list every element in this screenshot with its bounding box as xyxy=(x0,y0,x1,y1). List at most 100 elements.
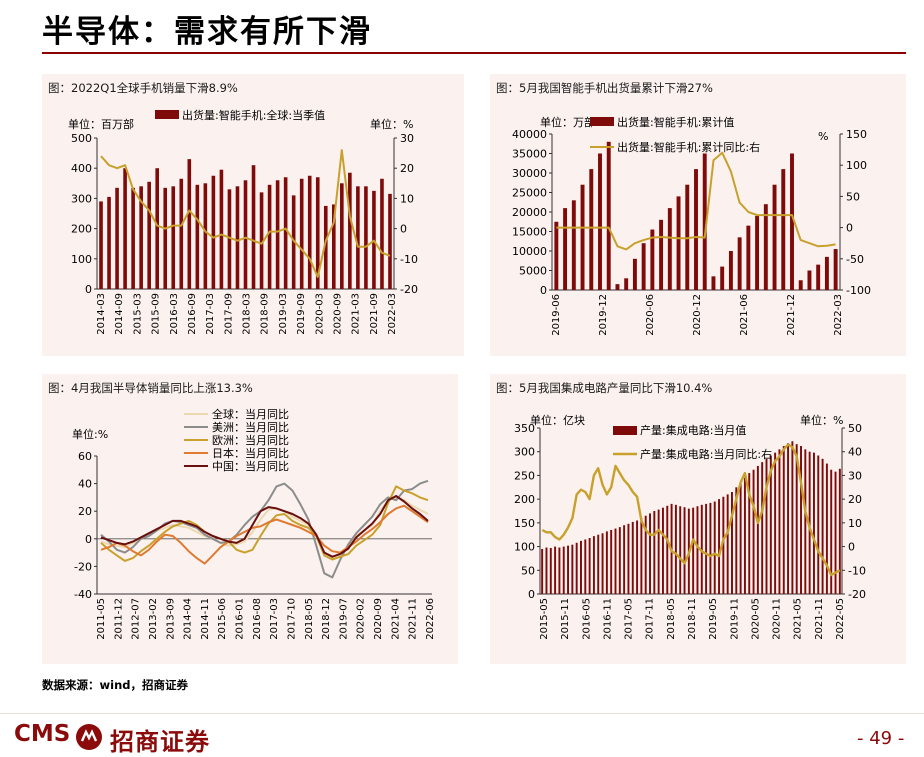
bar xyxy=(834,471,837,594)
bar xyxy=(219,169,224,289)
x-tick-label: 2020-09 xyxy=(373,598,384,640)
x-tick-label: 2020-11 xyxy=(772,598,783,640)
bar xyxy=(541,548,544,594)
y-left-tick-label: 100 xyxy=(71,253,92,266)
bar xyxy=(567,545,570,594)
page-number: - 49 - xyxy=(857,728,905,749)
bar xyxy=(674,504,677,594)
y-right-tick-label: -50 xyxy=(846,253,864,266)
chart-title: 图：2022Q1全球手机销量下滑8.9% xyxy=(48,81,238,95)
x-tick-label: 2017-10 xyxy=(286,598,297,640)
y-left-tick-label: 25000 xyxy=(512,187,547,200)
y-left-tick-label: 35000 xyxy=(512,148,547,161)
bar xyxy=(624,278,629,290)
bar xyxy=(606,141,611,290)
x-tick-label: 2018-03 xyxy=(242,293,253,335)
x-tick-label: 2021-11 xyxy=(408,598,419,640)
bar xyxy=(562,546,565,594)
bar xyxy=(348,172,352,289)
bar xyxy=(795,444,798,594)
chart-panel-ic-output: 图：5月我国集成电路产量同比下滑10.4% 0 50 100 150 200 250 300… xyxy=(490,374,906,664)
y-left-tick-label: 300 xyxy=(71,192,92,205)
y-left-tick-label: -20 xyxy=(74,560,92,573)
y-left-tick-label: 60 xyxy=(78,450,92,463)
bar xyxy=(728,251,733,290)
y-right-tick-label: -100 xyxy=(846,284,871,297)
y-right-tick-label: 150 xyxy=(846,128,867,141)
bar xyxy=(99,201,103,289)
bar xyxy=(601,533,604,594)
x-tick-label: 2020-03 xyxy=(314,293,325,335)
bar xyxy=(657,509,660,594)
x-tick-label: 2019-09 xyxy=(296,293,307,335)
y-left-tick-label: 20000 xyxy=(512,206,547,219)
x-tick-label: 2011-12 xyxy=(113,598,124,640)
bar xyxy=(718,499,721,594)
logo-mark-icon xyxy=(76,724,102,750)
bar xyxy=(147,181,151,289)
bar xyxy=(683,507,686,594)
bar xyxy=(554,221,559,290)
bar xyxy=(731,492,733,594)
x-tick-label: 2020-05 xyxy=(750,598,761,640)
bar xyxy=(649,513,651,594)
x-tick-label: 2014-03 xyxy=(96,293,107,335)
bar xyxy=(571,200,576,290)
bar xyxy=(107,196,111,289)
legend-label: 日本：当月同比 xyxy=(212,446,289,460)
bar xyxy=(307,175,312,289)
bar xyxy=(632,258,637,290)
y-left-tick-label: 100 xyxy=(514,541,535,554)
x-tick-label: 2016-03 xyxy=(169,293,180,335)
bar xyxy=(735,487,738,594)
bar xyxy=(696,506,699,594)
bar xyxy=(380,178,384,289)
bar xyxy=(597,534,600,594)
y-left-tick-label: 30000 xyxy=(512,167,547,180)
bar xyxy=(584,539,587,594)
x-tick-label: 2019-07 xyxy=(338,598,349,640)
bar xyxy=(545,547,548,594)
bar xyxy=(139,186,143,289)
x-tick-label: 2016-01 xyxy=(235,598,246,640)
bar xyxy=(163,187,168,289)
bar xyxy=(667,208,672,290)
y-right-tick-label: 50 xyxy=(846,190,860,203)
left-unit-label: 单位：百万部 xyxy=(68,117,134,131)
bar xyxy=(804,449,807,594)
y-right-tick-label: 100 xyxy=(846,159,867,172)
y-left-tick-label: 0 xyxy=(540,284,547,297)
series-line-yoy xyxy=(541,443,841,577)
bar xyxy=(830,469,833,594)
bar xyxy=(259,192,264,289)
x-tick-label: 2014-04 xyxy=(183,598,194,640)
x-tick-label: 2019-11 xyxy=(729,598,740,640)
x-tick-label: 2016-05 xyxy=(581,598,592,640)
bar xyxy=(726,494,729,594)
bar xyxy=(323,205,328,289)
bar xyxy=(791,441,794,594)
y-right-tick-label: -20 xyxy=(848,588,866,601)
legend-swatch-bar xyxy=(613,426,637,435)
bar xyxy=(709,502,712,594)
x-tick-label: 2017-03 xyxy=(205,293,216,335)
bar xyxy=(580,184,585,290)
bar xyxy=(592,536,595,594)
bar xyxy=(666,505,669,594)
series-line-欧洲 xyxy=(100,485,429,562)
legend-label: 美洲：当月同比 xyxy=(212,420,289,434)
title-rule xyxy=(42,52,906,54)
footer-rule xyxy=(0,713,924,714)
right-unit-label: 单位：% xyxy=(800,413,843,427)
x-tick-label: 2014-11 xyxy=(200,598,211,640)
bar xyxy=(291,195,296,289)
x-tick-label: 2016-09 xyxy=(187,293,198,335)
bar xyxy=(713,501,716,594)
legend-label: 出货量:智能手机:全球:当季值 xyxy=(182,108,325,122)
bar xyxy=(763,204,768,290)
y-left-tick-label: 40 xyxy=(78,478,92,491)
chart-title: 图：5月我国智能手机出货量累计下滑27% xyxy=(496,81,713,95)
y-right-tick-label: 50 xyxy=(848,422,862,435)
bar xyxy=(737,237,742,290)
y-left-tick-label: 300 xyxy=(514,446,535,459)
